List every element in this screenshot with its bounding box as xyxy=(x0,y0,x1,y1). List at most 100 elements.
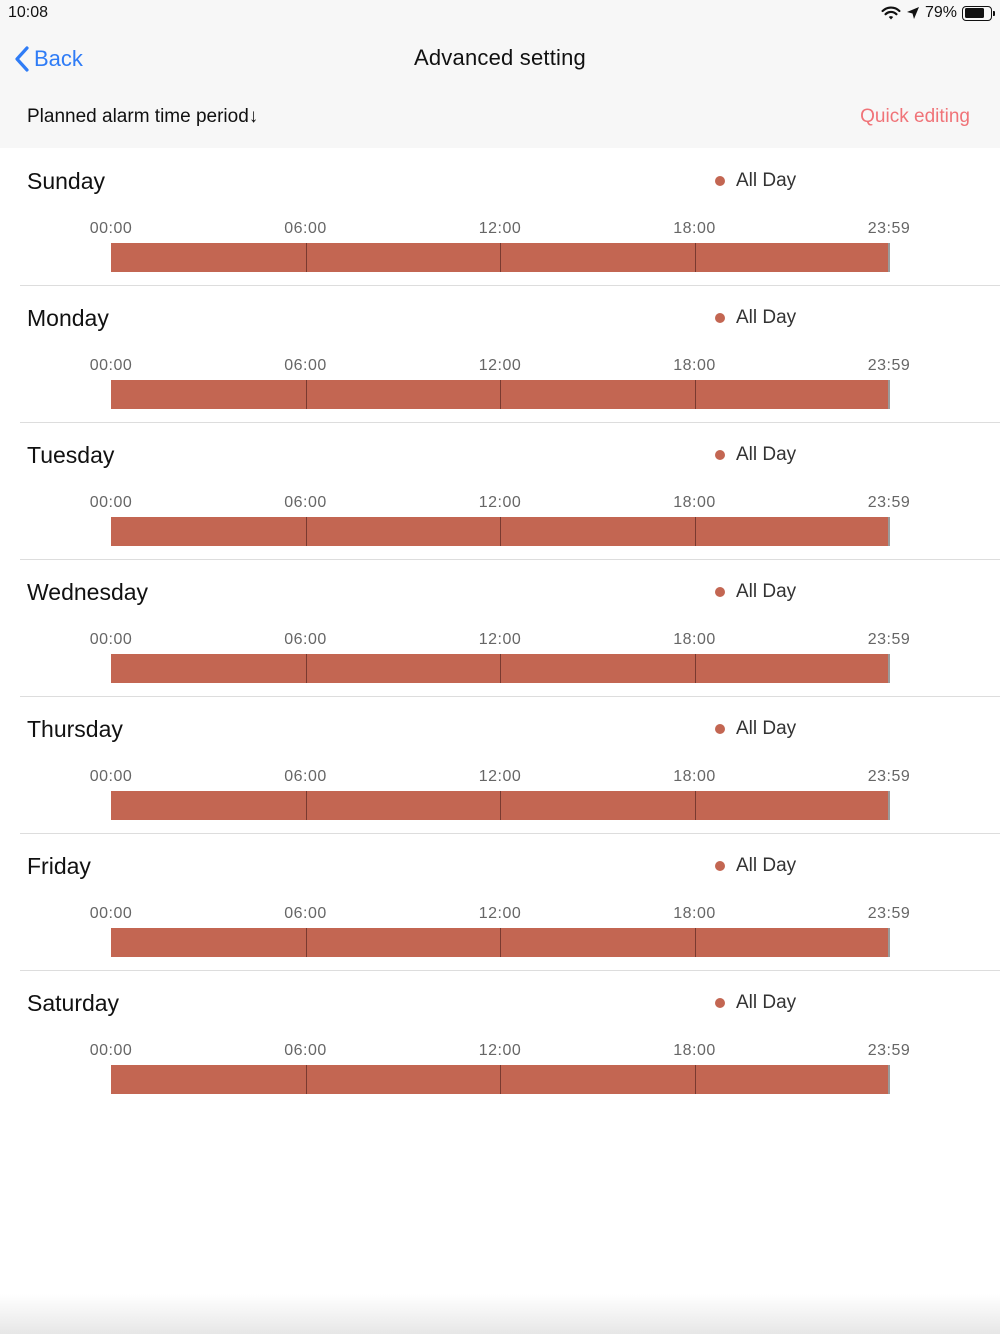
battery-icon xyxy=(962,5,995,21)
all-day-legend: All Day xyxy=(715,444,796,466)
time-tick-label: 06:00 xyxy=(284,220,327,237)
time-tick-label: 06:00 xyxy=(284,357,327,374)
day-row-tuesday[interactable]: Tuesday All Day 00:00 06:00 12:00 18:00 23:59 xyxy=(0,422,1000,559)
day-name: Wednesday xyxy=(27,579,149,605)
time-tick-label: 18:00 xyxy=(673,220,716,237)
time-tick-label: 18:00 xyxy=(673,905,716,922)
all-day-legend: All Day xyxy=(715,718,796,740)
bar-end-marker xyxy=(888,380,890,409)
time-tick-label: 06:00 xyxy=(284,768,327,785)
hour-divider xyxy=(694,654,696,683)
status-time: 10:08 xyxy=(8,4,49,21)
schedule-bar[interactable] xyxy=(111,1065,890,1094)
hour-divider xyxy=(694,517,696,546)
hour-divider xyxy=(500,928,501,957)
chevron-left-icon xyxy=(15,46,29,72)
time-tick-label: 12:00 xyxy=(478,494,522,511)
time-tick-label: 18:00 xyxy=(673,494,716,511)
legend-dot-icon xyxy=(715,450,725,460)
time-tick-label: 12:00 xyxy=(478,220,522,237)
day-row-wednesday[interactable]: Wednesday All Day 00:00 06:00 12:00 18:00 23:5… xyxy=(0,559,1000,696)
hour-divider xyxy=(305,791,307,820)
hour-divider xyxy=(500,517,501,546)
time-tick-label: 12:00 xyxy=(478,905,522,922)
hour-divider xyxy=(500,791,501,820)
time-tick-label: 12:00 xyxy=(478,357,522,374)
day-name: Tuesday xyxy=(27,442,115,468)
bar-end-marker xyxy=(888,654,890,683)
schedule-bar[interactable] xyxy=(111,380,890,409)
legend-label: All Day xyxy=(736,992,797,1013)
legend-label: All Day xyxy=(736,170,797,191)
schedule-bar[interactable] xyxy=(111,928,890,957)
bar-end-marker xyxy=(888,928,890,957)
time-tick-label: 23:59 xyxy=(867,1042,911,1059)
quick-editing-button[interactable]: Quick editing xyxy=(860,106,970,127)
legend-dot-icon xyxy=(715,861,725,871)
legend-label: All Day xyxy=(736,307,797,328)
schedule-bar[interactable] xyxy=(111,791,890,820)
hour-divider xyxy=(694,243,696,272)
page-title: Advanced setting xyxy=(414,45,586,70)
hour-divider xyxy=(305,517,307,546)
hour-divider xyxy=(694,928,696,957)
time-tick-label: 23:59 xyxy=(867,768,911,785)
schedule-bar[interactable] xyxy=(111,243,890,272)
back-button[interactable]: Back xyxy=(14,42,83,76)
bar-end-marker xyxy=(888,243,890,272)
day-name: Monday xyxy=(27,305,109,331)
time-tick-label: 00:00 xyxy=(89,357,133,374)
time-tick-label: 23:59 xyxy=(867,631,911,648)
schedule-bar[interactable] xyxy=(111,654,890,683)
hour-divider xyxy=(305,380,307,409)
schedule-bar[interactable] xyxy=(111,517,890,546)
bottom-shadow xyxy=(0,1294,1000,1334)
time-tick-label: 06:00 xyxy=(284,494,327,511)
time-tick-label: 23:59 xyxy=(867,357,911,374)
legend-dot-icon xyxy=(715,176,725,186)
time-tick-label: 23:59 xyxy=(867,220,911,237)
time-tick-label: 18:00 xyxy=(673,631,716,648)
time-tick-label: 00:00 xyxy=(89,905,133,922)
time-tick-label: 12:00 xyxy=(478,1042,522,1059)
day-row-friday[interactable]: Friday All Day 00:00 06:00 12:00 18:00 23:59 xyxy=(0,833,1000,970)
legend-label: All Day xyxy=(736,855,797,876)
legend-dot-icon xyxy=(715,587,725,597)
legend-dot-icon xyxy=(715,313,725,323)
navigation-bar: Back Advanced setting xyxy=(0,28,1000,90)
bar-end-marker xyxy=(888,791,890,820)
day-row-thursday[interactable]: Thursday All Day 00:00 06:00 12:00 18:00 23:59 xyxy=(0,696,1000,833)
back-label: Back xyxy=(34,46,83,71)
hour-divider xyxy=(305,1065,307,1094)
time-tick-label: 00:00 xyxy=(89,631,133,648)
battery-level xyxy=(964,8,985,18)
time-tick-label: 23:59 xyxy=(867,494,911,511)
hour-divider xyxy=(694,380,696,409)
day-name: Friday xyxy=(27,853,91,879)
all-day-legend: All Day xyxy=(715,307,796,329)
day-row-sunday[interactable]: Sunday All Day 00:00 06:00 12:00 18:00 23:59 xyxy=(0,148,1000,285)
hour-divider xyxy=(694,1065,696,1094)
day-row-monday[interactable]: Monday All Day 00:00 06:00 12:00 18:00 23:59 xyxy=(0,285,1000,422)
day-row-saturday[interactable]: Saturday All Day 00:00 06:00 12:00 18:00 23:59 xyxy=(0,970,1000,1107)
time-tick-label: 00:00 xyxy=(89,220,133,237)
time-tick-label: 00:00 xyxy=(89,494,133,511)
day-name: Thursday xyxy=(27,716,123,742)
time-tick-label: 18:00 xyxy=(673,768,716,785)
day-name: Sunday xyxy=(27,168,106,194)
wifi-icon xyxy=(881,6,901,19)
location-arrow-icon xyxy=(906,7,919,19)
hour-divider xyxy=(500,243,501,272)
hour-divider xyxy=(500,654,501,683)
day-schedule-list: Sunday All Day 00:00 06:00 12:00 18:00 23:59 Mo… xyxy=(0,148,1000,1107)
time-tick-label: 06:00 xyxy=(284,905,327,922)
hour-divider xyxy=(500,1065,501,1094)
legend-dot-icon xyxy=(715,724,725,734)
time-tick-label: 06:00 xyxy=(284,1042,327,1059)
all-day-legend: All Day xyxy=(715,581,796,603)
all-day-legend: All Day xyxy=(715,170,796,192)
hour-divider xyxy=(694,791,696,820)
time-tick-label: 18:00 xyxy=(673,357,716,374)
legend-label: All Day xyxy=(736,444,797,465)
all-day-legend: All Day xyxy=(715,855,796,877)
